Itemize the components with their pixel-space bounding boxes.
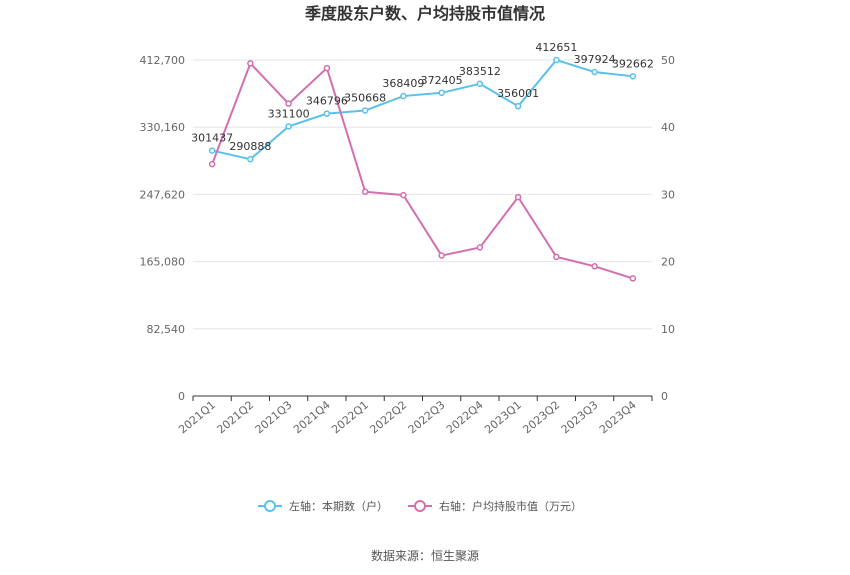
- series-point-0: [247, 155, 254, 163]
- data-label: 301437: [191, 132, 233, 145]
- series-point-0: [361, 107, 369, 114]
- series-point-0: [591, 68, 598, 76]
- x-tick-label: 2021Q3: [253, 398, 295, 436]
- series-point-1: [361, 188, 369, 195]
- left-tick-label: 0: [178, 390, 185, 403]
- right-tick-label: 40: [661, 121, 675, 134]
- series-point-0: [285, 123, 292, 130]
- series-point-1: [476, 244, 484, 251]
- right-tick-label: 10: [661, 323, 675, 336]
- series-point-1: [400, 191, 407, 199]
- series-point-1: [285, 100, 292, 107]
- series-point-0: [323, 110, 331, 117]
- series-point-1: [247, 60, 254, 67]
- x-tick-label: 2021Q2: [215, 398, 257, 436]
- axes: 0 82,540 165,080 247,620 330,160 412,700 0 10 20…: [140, 54, 676, 436]
- x-tick-label: 2022Q4: [444, 398, 486, 436]
- x-tick-label: 2021Q1: [176, 398, 218, 436]
- series-point-0: [629, 73, 637, 80]
- left-tick-label: 330,160: [140, 121, 186, 134]
- series-line-0: [211, 58, 633, 161]
- x-tick-label: 2023Q1: [482, 398, 524, 436]
- left-tick-label: 82,540: [147, 323, 186, 336]
- data-label: 356001: [497, 87, 539, 100]
- grid: [193, 59, 652, 330]
- data-label: 350668: [344, 92, 386, 105]
- x-tick-label: 2022Q1: [329, 398, 371, 436]
- data-label: 412651: [535, 41, 577, 54]
- legend-label: 右轴：户均持股市值（万元）: [439, 499, 582, 513]
- series-point-1: [438, 252, 445, 259]
- left-tick-label: 412,700: [140, 54, 186, 67]
- source-note: 数据来源：恒生聚源: [371, 548, 479, 563]
- right-tick-label: 50: [661, 54, 675, 67]
- series-point-1: [514, 193, 522, 201]
- legend-marker: [264, 500, 276, 512]
- right-tick-label: 0: [661, 390, 668, 403]
- series-point-0: [400, 92, 407, 100]
- right-tick-label: 30: [661, 188, 675, 201]
- chart-title: 季度股东户数、户均持股市值情况: [304, 4, 545, 23]
- series-point-1: [591, 263, 598, 270]
- right-tick-label: 20: [661, 256, 675, 269]
- x-tick-label: 2023Q3: [559, 398, 601, 436]
- left-tick-label: 165,080: [140, 256, 186, 269]
- series-point-1: [629, 275, 637, 282]
- series: [208, 56, 637, 282]
- series-point-0: [553, 56, 560, 64]
- data-label: 397924: [574, 53, 616, 66]
- legend-item-0: 左轴：本期数（户）: [258, 499, 388, 513]
- data-label: 331100: [268, 107, 310, 120]
- x-tick-label: 2022Q3: [406, 398, 448, 436]
- data-label: 372405: [421, 74, 463, 87]
- data-label: 290888: [229, 140, 271, 153]
- series-point-0: [476, 80, 484, 88]
- legend-marker: [414, 500, 426, 512]
- data-label: 392662: [612, 57, 654, 70]
- series-point-0: [514, 102, 522, 110]
- series-point-1: [553, 253, 560, 261]
- series-point-0: [438, 89, 445, 97]
- series-line-1: [211, 61, 634, 280]
- x-tick-label: 2022Q2: [368, 398, 410, 436]
- series-point-0: [208, 147, 216, 154]
- data-label: 383512: [459, 65, 501, 78]
- x-tick-label: 2021Q4: [291, 398, 333, 436]
- data-label: 368409: [382, 77, 424, 90]
- legend: 左轴：本期数（户） 右轴：户均持股市值（万元）: [258, 499, 582, 513]
- data-label: 346796: [306, 95, 348, 108]
- x-tick-label: 2023Q2: [521, 398, 563, 436]
- series-point-1: [323, 64, 331, 72]
- x-tick-label: 2023Q4: [597, 398, 639, 436]
- legend-item-1: 右轴：户均持股市值（万元）: [408, 499, 582, 513]
- series-point-1: [208, 160, 216, 168]
- left-tick-label: 247,620: [140, 188, 186, 201]
- legend-label: 左轴：本期数（户）: [289, 499, 388, 513]
